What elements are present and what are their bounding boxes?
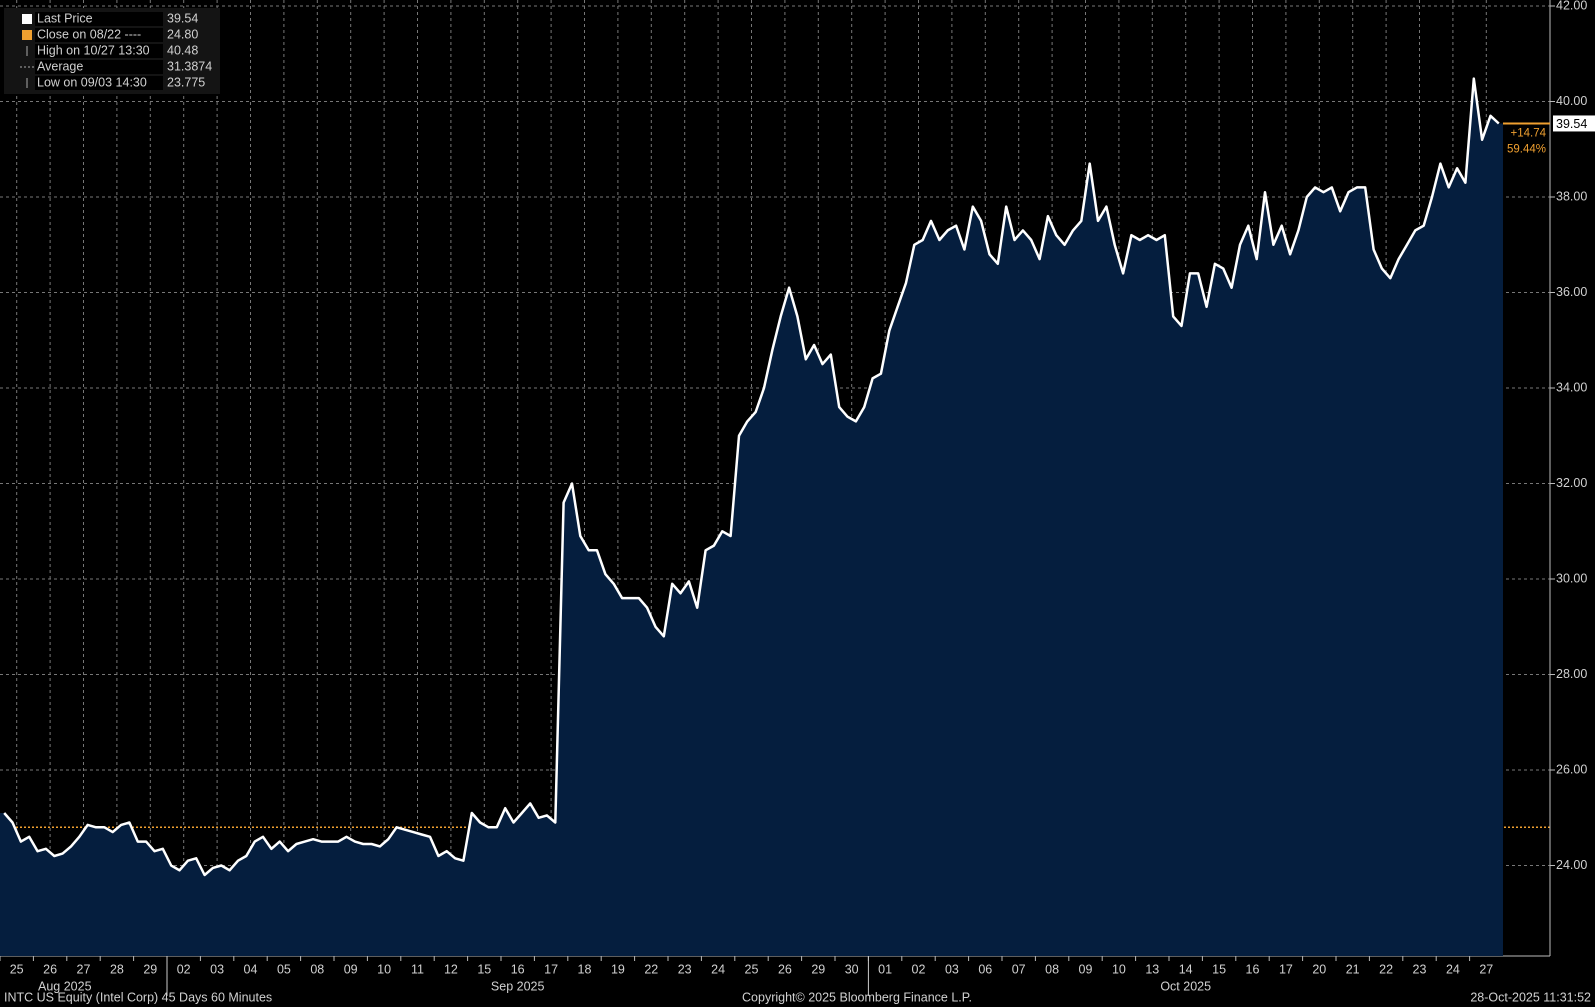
x-tick-label: 16: [1246, 962, 1260, 976]
legend-value: 39.54: [167, 11, 198, 25]
x-tick-label: 14: [1179, 962, 1193, 976]
x-tick-label: 03: [945, 962, 959, 976]
x-tick-label: 22: [1379, 962, 1393, 976]
footer-left: INTC US Equity (Intel Corp) 45 Days 60 M…: [4, 990, 272, 1004]
change-pct-label: 59.44%: [1507, 143, 1546, 155]
last-price-label: 39.54: [1556, 117, 1587, 131]
area: [0, 78, 1503, 957]
y-tick-label: 26.00: [1556, 762, 1587, 776]
x-tick-label: 28: [110, 962, 124, 976]
x-tick-label: 25: [10, 962, 24, 976]
y-tick-label: 32.00: [1556, 476, 1587, 490]
x-tick-label: 17: [544, 962, 558, 976]
x-tick-label: 27: [1479, 962, 1493, 976]
x-tick-label: 01: [878, 962, 892, 976]
x-tick-label: 11: [411, 962, 424, 976]
legend-name: Average: [37, 59, 83, 73]
x-tick-label: 12: [444, 962, 458, 976]
x-tick-label: 22: [644, 962, 658, 976]
x-tick-label: 23: [678, 962, 692, 976]
legend-name-bg: [35, 28, 163, 42]
month-label: Oct 2025: [1160, 979, 1211, 993]
x-tick-label: 15: [1212, 962, 1226, 976]
x-tick-label: 18: [578, 962, 592, 976]
legend-value: 31.3874: [167, 59, 212, 73]
x-tick-label: 30: [845, 962, 859, 976]
change-label: +14.74: [1511, 127, 1547, 139]
x-tick-label: 07: [1012, 962, 1026, 976]
x-tick-label: 21: [1346, 962, 1360, 976]
y-tick-label: 42.00: [1556, 0, 1587, 12]
legend-name-bg: [35, 12, 163, 26]
legend-name-bg: [35, 60, 163, 74]
legend-name-bg: [35, 44, 163, 58]
x-tick-label: 05: [277, 962, 291, 976]
x-tick-label: 08: [1045, 962, 1059, 976]
footer-right: 28-Oct-2025 11:31:52: [1470, 990, 1591, 1004]
x-tick-label: 17: [1279, 962, 1293, 976]
x-tick-label: 27: [77, 962, 91, 976]
x-tick-label: 29: [811, 962, 825, 976]
x-tick-label: 10: [377, 962, 391, 976]
x-tick-label: 26: [43, 962, 57, 976]
y-tick-label: 36.00: [1556, 285, 1587, 299]
x-tick-label: 02: [177, 962, 191, 976]
x-tick-label: 08: [310, 962, 324, 976]
legend-value: 23.775: [167, 75, 205, 89]
x-tick-label: 15: [477, 962, 491, 976]
y-tick-label: 28.00: [1556, 667, 1587, 681]
x-tick-label: 03: [210, 962, 224, 976]
legend-name-bg: [35, 76, 163, 90]
x-tick-label: 23: [1413, 962, 1427, 976]
x-tick-label: 09: [1079, 962, 1093, 976]
x-tick-label: 24: [711, 962, 725, 976]
x-tick-label: 25: [745, 962, 759, 976]
x-tick-label: 09: [344, 962, 358, 976]
line: [3, 77, 1500, 877]
legend-name: Low on 09/03 14:30: [37, 75, 147, 89]
x-tick-label: 06: [978, 962, 992, 976]
x-tick-label: 20: [1312, 962, 1326, 976]
x-tick-label: 26: [778, 962, 792, 976]
legend-name: High on 10/27 13:30: [37, 43, 150, 57]
y-tick-label: 34.00: [1556, 380, 1587, 394]
legend-icon: [22, 30, 32, 40]
x-tick-label: 16: [511, 962, 525, 976]
footer-center: Copyright© 2025 Bloomberg Finance L.P.: [742, 990, 972, 1004]
y-tick-label: 30.00: [1556, 571, 1587, 585]
x-tick-label: 10: [1112, 962, 1126, 976]
month-label: Aug 2025: [38, 979, 92, 993]
legend-name: Close on 08/22 ----: [37, 27, 141, 41]
month-label: Sep 2025: [491, 979, 545, 993]
x-tick-label: 04: [244, 962, 258, 976]
x-tick-label: 13: [1145, 962, 1159, 976]
y-tick-label: 38.00: [1556, 189, 1587, 203]
x-tick-label: 24: [1446, 962, 1460, 976]
x-tick-label: 19: [611, 962, 625, 976]
y-tick-label: 40.00: [1556, 94, 1587, 108]
legend-value: 40.48: [167, 43, 198, 57]
x-tick-label: 02: [912, 962, 926, 976]
legend-name: Last Price: [37, 11, 93, 25]
y-tick-label: 24.00: [1556, 858, 1587, 872]
x-tick-label: 29: [143, 962, 157, 976]
legend-icon: [22, 14, 32, 24]
legend-value: 24.80: [167, 27, 198, 41]
last-price-tag: [1553, 115, 1595, 132]
